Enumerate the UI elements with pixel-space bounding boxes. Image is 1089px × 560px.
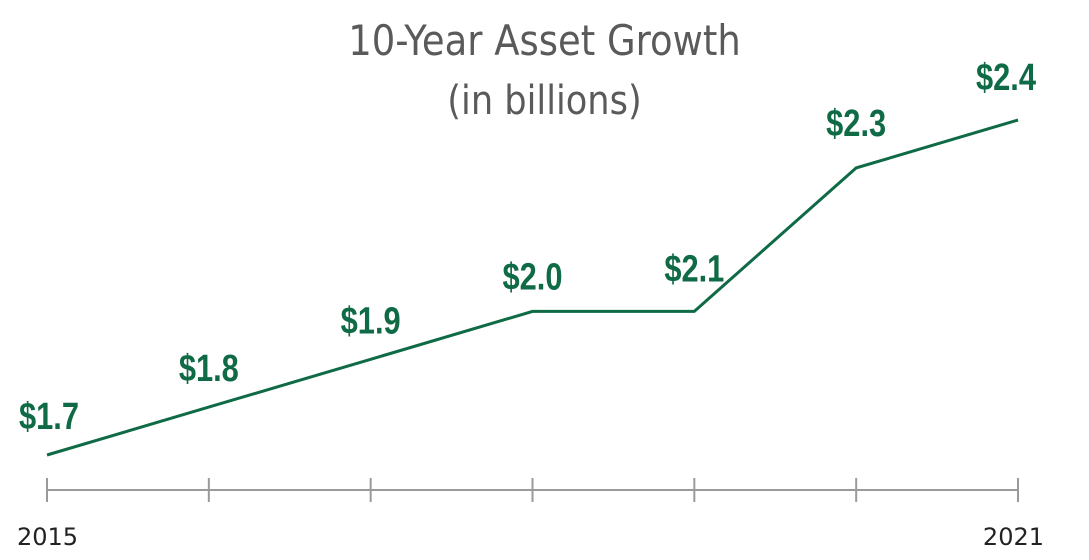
data-label: $1.8 <box>179 348 239 390</box>
data-label-layer: $1.7 $1.8 $1.9 $2.0 $2.1 $2.3 $2.4 <box>19 57 1036 438</box>
data-label: $2.1 <box>664 248 724 290</box>
series-line-layer <box>46 118 1019 457</box>
data-label: $1.7 <box>19 396 79 438</box>
series-line <box>46 118 1019 457</box>
data-label: $1.9 <box>341 300 401 342</box>
x-tick-label: 2021 <box>983 523 1044 551</box>
data-label: $2.4 <box>976 57 1036 99</box>
data-label: $2.0 <box>503 256 563 298</box>
x-tick-label: 2015 <box>17 523 78 551</box>
tick-label-layer: 2015 2021 <box>17 523 1044 551</box>
chart-subtitle: (in billions) <box>447 78 642 124</box>
x-axis <box>46 478 1019 502</box>
data-label: $2.3 <box>826 103 886 145</box>
chart-title: 10-Year Asset Growth <box>348 16 741 65</box>
